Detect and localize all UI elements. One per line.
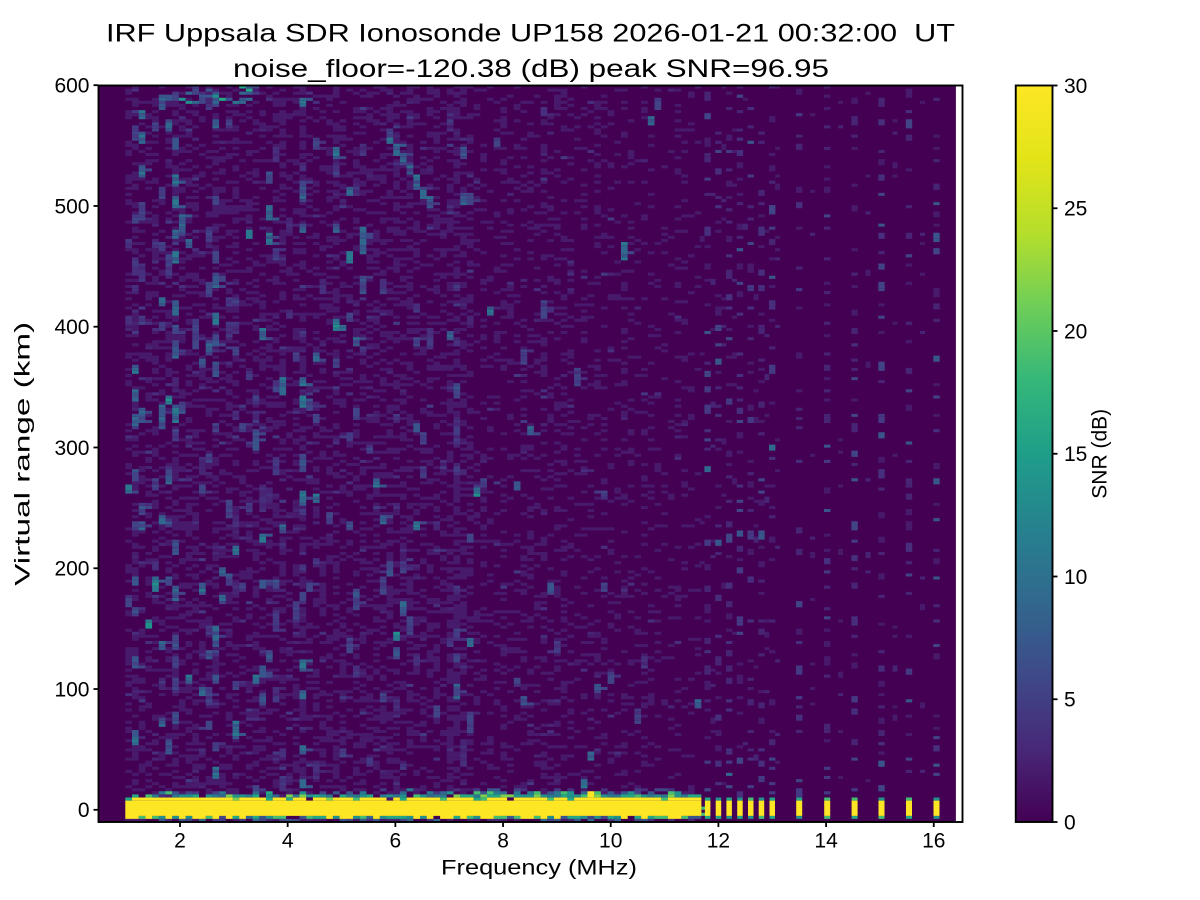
svg-text:14: 14 [814, 830, 838, 853]
svg-text:12: 12 [707, 830, 730, 853]
svg-text:20: 20 [1064, 320, 1087, 343]
svg-text:25: 25 [1064, 198, 1087, 221]
svg-text:4: 4 [282, 830, 294, 853]
svg-text:0: 0 [78, 799, 90, 822]
svg-text:500: 500 [54, 195, 89, 218]
svg-text:10: 10 [599, 830, 622, 853]
svg-text:200: 200 [54, 558, 89, 581]
svg-text:300: 300 [54, 437, 89, 460]
svg-text:30: 30 [1064, 75, 1087, 98]
svg-text:0: 0 [1064, 811, 1076, 834]
svg-text:2: 2 [174, 830, 186, 853]
svg-text:noise_floor=-120.38 (dB) peak: noise_floor=-120.38 (dB) peak SNR=96.95 [233, 55, 829, 83]
svg-text:10: 10 [1064, 566, 1087, 589]
svg-text:8: 8 [497, 830, 509, 853]
svg-text:Virtual range (km): Virtual range (km) [12, 322, 35, 586]
svg-text:Frequency (MHz): Frequency (MHz) [441, 856, 637, 880]
svg-text:100: 100 [54, 678, 89, 701]
svg-text:16: 16 [922, 830, 945, 853]
svg-text:400: 400 [54, 316, 89, 339]
svg-text:5: 5 [1064, 689, 1076, 712]
svg-text:15: 15 [1064, 443, 1087, 466]
svg-text:SNR (dB): SNR (dB) [1089, 409, 1112, 499]
svg-text:600: 600 [54, 74, 89, 97]
svg-text:IRF Uppsala SDR Ionosonde UP15: IRF Uppsala SDR Ionosonde UP158 2026-01-… [106, 19, 955, 47]
svg-text:6: 6 [390, 830, 402, 853]
